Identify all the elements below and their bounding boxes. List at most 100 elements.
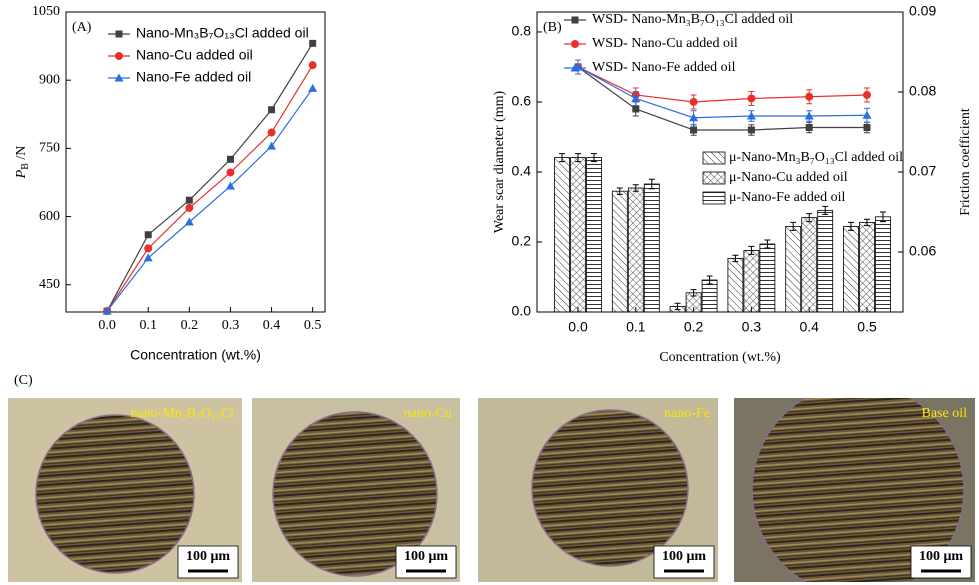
marker <box>747 94 756 103</box>
x-tick-label: 0.0 <box>98 318 116 333</box>
scale-box <box>653 545 715 579</box>
marker <box>804 111 814 120</box>
legend-swatch <box>702 191 726 205</box>
bar <box>611 190 628 313</box>
image-label: nano-Cu <box>404 406 452 421</box>
charts: 450 600 750 900 1050 0.0 0.1 0.2 0.3 0.4 0.5 (A) Con… <box>14 3 973 366</box>
marker <box>689 113 699 122</box>
error-bar <box>880 211 886 223</box>
marker <box>631 93 641 102</box>
error-bar <box>822 205 829 215</box>
marker <box>115 30 123 38</box>
y2-tick-label: 0.07 <box>909 163 936 179</box>
y-tick-label: 0.6 <box>512 93 532 109</box>
scale-label: 100 μm <box>404 549 448 564</box>
series-line <box>577 66 868 119</box>
x-tick-label: 0.5 <box>857 319 877 335</box>
image-label: nano-Mn₃B₇O₁₃Cl <box>130 406 234 421</box>
wear-scar <box>751 398 965 582</box>
error-bar <box>616 187 623 195</box>
marker <box>689 97 698 106</box>
wear-scar <box>35 414 195 574</box>
y-label-main: P <box>14 169 29 179</box>
scale-box <box>177 545 239 579</box>
error-bar <box>706 275 713 285</box>
scale-label: 100 μm <box>662 549 706 564</box>
x-tick-label: 0.4 <box>263 318 281 333</box>
bar <box>759 243 776 313</box>
series-line <box>106 88 314 312</box>
bar <box>817 209 834 313</box>
legend-label: WSD- Nano-Fe added oil <box>592 60 736 75</box>
scale-label: 100 μm <box>186 549 230 564</box>
marker <box>690 126 698 134</box>
marker <box>570 63 580 72</box>
micrograph: nano-Cu 100 μm <box>252 398 460 582</box>
y-tick-label: 600 <box>39 209 60 224</box>
error-bar <box>575 153 581 163</box>
marker <box>805 124 813 132</box>
marker <box>226 168 235 177</box>
x-tick-label: 0.0 <box>568 319 588 335</box>
marker <box>115 52 123 60</box>
y2-tick-label: 0.09 <box>909 3 936 19</box>
marker <box>805 92 814 101</box>
error-bar <box>648 178 655 190</box>
bar <box>785 225 802 313</box>
x-axis-label: Concentration (wt.%) <box>130 347 261 363</box>
x-tick-label: 0.2 <box>181 318 199 333</box>
marker <box>143 253 153 262</box>
scale-box <box>910 545 972 579</box>
chart-title: (B) <box>543 20 562 35</box>
marker <box>184 217 194 226</box>
scale-label: 100 μm <box>919 549 963 564</box>
marker <box>863 90 871 99</box>
marker <box>144 231 152 239</box>
error-bar <box>748 245 755 255</box>
marker <box>185 196 193 204</box>
x-tick-label: 0.3 <box>742 319 762 335</box>
plot-frame <box>536 11 904 313</box>
error-bar <box>591 153 597 163</box>
image-label: nano-Fe <box>664 406 710 421</box>
x-axis-label: Concentration (wt.%) <box>659 350 781 365</box>
marker <box>632 105 640 113</box>
marker <box>746 111 756 120</box>
error-bar <box>806 213 813 223</box>
y-label-unit: /N <box>14 146 29 164</box>
micrograph: nano-Mn₃B₇O₁₃Cl 100 μm <box>8 398 242 582</box>
error-bar <box>674 302 681 311</box>
y2-tick-label: 0.06 <box>909 243 936 259</box>
bar <box>859 221 875 313</box>
error-bar <box>790 221 797 231</box>
x-tick-label: 0.5 <box>304 318 322 333</box>
series-line <box>106 64 314 312</box>
legend-label: WSD- Nano-Cu added oil <box>592 36 738 51</box>
y-tick-label: 1050 <box>32 4 60 19</box>
legend-label: μ-Nano-Cu added oil <box>729 170 848 185</box>
error-bar <box>764 239 771 249</box>
bar <box>643 183 660 313</box>
marker <box>144 244 153 253</box>
y-axis-label: PB /N <box>14 146 31 180</box>
legend-label: Nano-Mn₃B₇O₁₃Cl added oil <box>136 25 309 41</box>
marker <box>308 83 318 92</box>
bar <box>586 157 602 313</box>
image-label: Base oil <box>922 406 968 421</box>
y-tick-label: 0.0 <box>512 303 532 319</box>
marker <box>226 155 234 163</box>
bar <box>627 187 644 313</box>
chart-a: 450 600 750 900 1050 0.0 0.1 0.2 0.3 0.4 0.5 (A) Con… <box>14 4 326 363</box>
y-tick-label: 0.2 <box>512 233 532 249</box>
marker <box>267 141 277 150</box>
chart-title: (A) <box>72 20 92 35</box>
marker <box>267 128 276 137</box>
legend-label: μ-Nano-Fe added oil <box>729 190 845 205</box>
error-bar <box>864 218 870 227</box>
x-tick-label: 0.1 <box>139 318 157 333</box>
bar <box>570 157 586 313</box>
y-tick-label: 0.4 <box>512 163 532 179</box>
y2-tick-label: 0.08 <box>909 83 936 99</box>
